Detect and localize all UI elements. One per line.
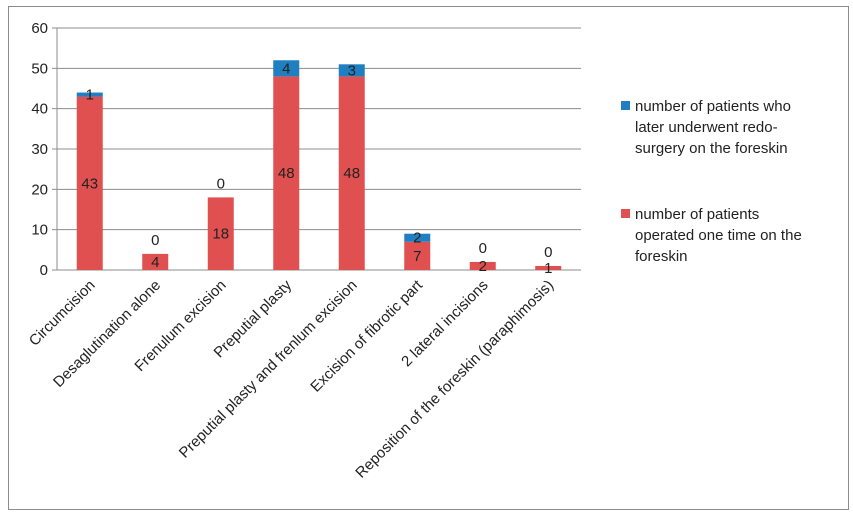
y-tick-label: 60: [31, 20, 48, 37]
legend-once-line-2: operated one time on the: [635, 227, 802, 244]
data-label-once: 1: [544, 260, 552, 277]
legend-once-line-1: number of patients: [635, 206, 760, 223]
y-tick-label: 30: [31, 141, 48, 158]
y-tick-label: 0: [40, 262, 48, 279]
bar-redo: [338, 64, 365, 77]
data-label-redo: 4: [282, 60, 290, 77]
bar-once: [207, 197, 234, 270]
legend-text-once: number of patients operated one time on …: [621, 204, 841, 267]
y-tick-label: 50: [31, 60, 48, 77]
data-label-once: 2: [479, 258, 487, 275]
bars: [76, 60, 562, 271]
data-label-once: 43: [81, 175, 98, 192]
data-label-redo: 0: [151, 232, 159, 249]
data-label-redo: 0: [544, 244, 552, 261]
bar-once: [142, 253, 169, 270]
data-label-redo: 0: [479, 240, 487, 257]
data-label-redo: 0: [217, 175, 225, 192]
data-label-once: 4: [151, 254, 159, 271]
data-label-once: 18: [212, 226, 229, 243]
bar-redo: [404, 233, 431, 242]
bar-redo: [273, 60, 300, 77]
legend-redo-line-3: surgery on the foreskin: [635, 140, 788, 157]
gridlines: [56, 27, 581, 271]
x-tick-label: Circumcision: [26, 277, 99, 350]
legend-redo-line-1: number of patients who: [635, 98, 791, 115]
bar-once: [469, 261, 496, 270]
bar-once: [338, 76, 365, 271]
bar-once: [273, 76, 300, 271]
y-tick-label: 20: [31, 181, 48, 198]
bar-once: [535, 265, 562, 270]
x-tick-label: Desaglutination alone: [50, 277, 164, 391]
data-label-redo: 1: [86, 87, 94, 104]
legend-item-redo: number of patients who later underwent r…: [621, 96, 841, 159]
bar-once: [404, 241, 431, 270]
legend-once-line-3: foreskin: [635, 248, 688, 265]
legend-redo-line-2: later underwent redo-: [635, 119, 778, 136]
data-label-redo: 2: [413, 230, 421, 247]
data-label-once: 48: [343, 165, 360, 182]
data-label-once: 7: [413, 248, 421, 265]
legend-text-redo: number of patients who later underwent r…: [621, 96, 841, 159]
data-label-redo: 3: [348, 62, 356, 79]
x-tick-label: Excision of fibrotic part: [307, 276, 426, 395]
legend-swatch-redo: [621, 101, 630, 110]
y-axis-ticks: 0 10 20 30 40 50 60: [31, 20, 57, 279]
y-tick-label: 10: [31, 222, 48, 239]
legend-item-once: number of patients operated one time on …: [621, 204, 841, 267]
y-tick-label: 40: [31, 101, 48, 118]
bar-once: [76, 96, 103, 270]
data-label-once: 48: [278, 165, 295, 182]
legend-swatch-once: [621, 209, 630, 218]
bar-redo: [76, 92, 103, 97]
